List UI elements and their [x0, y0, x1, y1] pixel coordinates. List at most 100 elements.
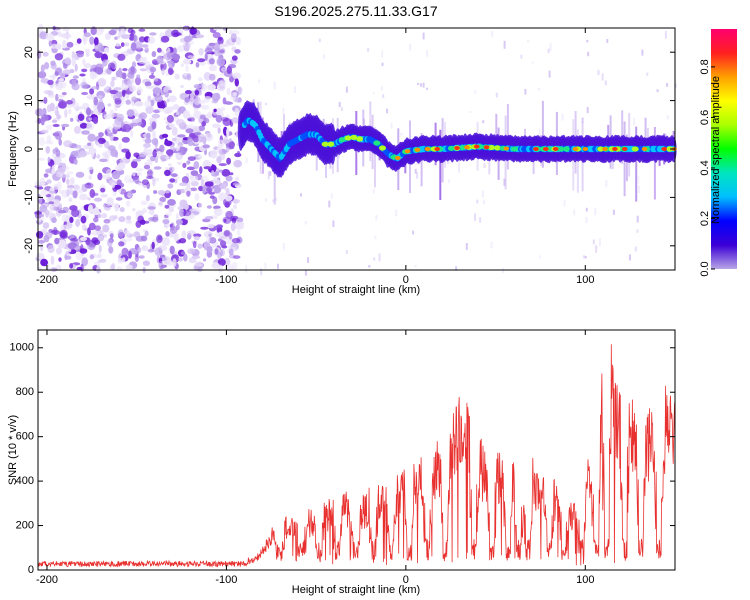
- noise-blob: [134, 41, 143, 50]
- noise-blob: [216, 57, 226, 67]
- noise-blob: [90, 26, 97, 36]
- line-ylabel: SNR (10 * v/v): [7, 415, 19, 485]
- noise-blob: [87, 133, 96, 142]
- noise-blob: [208, 237, 217, 244]
- faint-dot: [363, 118, 365, 125]
- noise-blob: [144, 81, 152, 87]
- noise-blob: [125, 99, 131, 105]
- noise-blob: [83, 32, 92, 38]
- noise-blob: [157, 189, 166, 196]
- noise-blob: [207, 132, 212, 138]
- noise-blob: [86, 107, 91, 116]
- faint-dot: [599, 238, 601, 247]
- noise-blob: [231, 117, 240, 124]
- noise-blob: [187, 55, 194, 59]
- heatmap-xtick-label: -200: [36, 274, 58, 286]
- noise-blob: [156, 234, 163, 244]
- noise-blob: [213, 108, 217, 113]
- noise-blob: [54, 130, 63, 140]
- track-max: [404, 149, 411, 154]
- line-ytick-label: 400: [16, 475, 34, 487]
- noise-blob: [165, 231, 170, 237]
- noise-blob: [164, 169, 171, 177]
- noise-blob: [144, 162, 153, 166]
- noise-blob: [70, 238, 79, 242]
- noise-blob: [87, 142, 92, 146]
- noise-blob: [197, 58, 206, 63]
- faint-dot: [422, 32, 425, 40]
- noise-blob: [197, 155, 202, 159]
- faint-dot: [633, 117, 636, 125]
- noise-blob: [126, 237, 133, 242]
- noise-blob: [198, 125, 206, 132]
- noise-blob: [190, 187, 198, 192]
- noise-blob: [114, 45, 122, 50]
- noise-blob: [204, 181, 214, 188]
- faint-dot: [373, 257, 376, 261]
- noise-blob: [136, 247, 142, 253]
- faint-dot: [585, 207, 588, 212]
- noise-blob: [189, 132, 196, 138]
- faint-dot: [474, 90, 477, 94]
- noise-blob: [42, 108, 47, 117]
- heatmap-xtick-label: 100: [576, 274, 594, 286]
- faint-dot: [479, 217, 482, 223]
- noise-blob: [54, 237, 60, 245]
- track-peak: [447, 145, 455, 151]
- noise-blob: [124, 229, 130, 237]
- noise-blob: [101, 139, 107, 143]
- noise-blob: [122, 68, 128, 72]
- noise-blob: [80, 236, 88, 241]
- noise-blob: [152, 149, 157, 158]
- noise-blob: [58, 257, 62, 262]
- noise-blob: [80, 244, 84, 253]
- noise-blob: [68, 108, 72, 115]
- noise-blob: [130, 42, 137, 52]
- faint-dot: [258, 79, 260, 84]
- noise-blob: [217, 127, 221, 134]
- faint-dot: [583, 255, 585, 259]
- noise-blob: [225, 264, 234, 272]
- faint-dot: [666, 83, 669, 87]
- noise-blob: [112, 112, 121, 117]
- faint-dot: [447, 158, 450, 165]
- noise-blob: [161, 237, 171, 246]
- faint-dot: [538, 128, 541, 136]
- noise-blob: [64, 109, 68, 118]
- noise-blob: [207, 84, 217, 91]
- noise-blob: [231, 237, 241, 244]
- noise-blob: [83, 63, 92, 69]
- noise-blob: [66, 178, 70, 185]
- noise-blob: [130, 130, 134, 138]
- track-peak: [344, 135, 352, 141]
- noise-blob: [203, 258, 207, 262]
- faint-dot: [628, 254, 631, 261]
- noise-blob: [236, 230, 241, 235]
- noise-blob: [197, 100, 206, 105]
- noise-blob: [98, 132, 104, 137]
- noise-blob: [182, 58, 192, 65]
- noise-blob: [193, 161, 200, 170]
- faint-dot: [304, 221, 307, 225]
- noise-blob: [211, 123, 221, 129]
- noise-blob: [57, 210, 67, 214]
- noise-blob: [137, 58, 147, 64]
- noise-blob: [161, 68, 165, 76]
- noise-blob: [112, 121, 122, 130]
- faint-dot: [483, 199, 485, 205]
- noise-blob: [183, 253, 188, 262]
- faint-dot: [426, 87, 429, 90]
- noise-blob: [66, 184, 75, 189]
- noise-blob: [206, 245, 213, 254]
- noise-blob: [71, 51, 76, 60]
- faint-dot: [531, 61, 534, 64]
- noise-blob: [77, 113, 85, 122]
- noise-blob: [220, 72, 225, 76]
- noise-blob: [230, 33, 237, 42]
- faint-dot: [395, 209, 398, 217]
- noise-blob: [58, 100, 68, 109]
- noise-blob: [91, 86, 100, 90]
- noise-blob: [101, 151, 111, 159]
- noise-blob: [165, 212, 172, 217]
- noise-blob: [34, 180, 44, 187]
